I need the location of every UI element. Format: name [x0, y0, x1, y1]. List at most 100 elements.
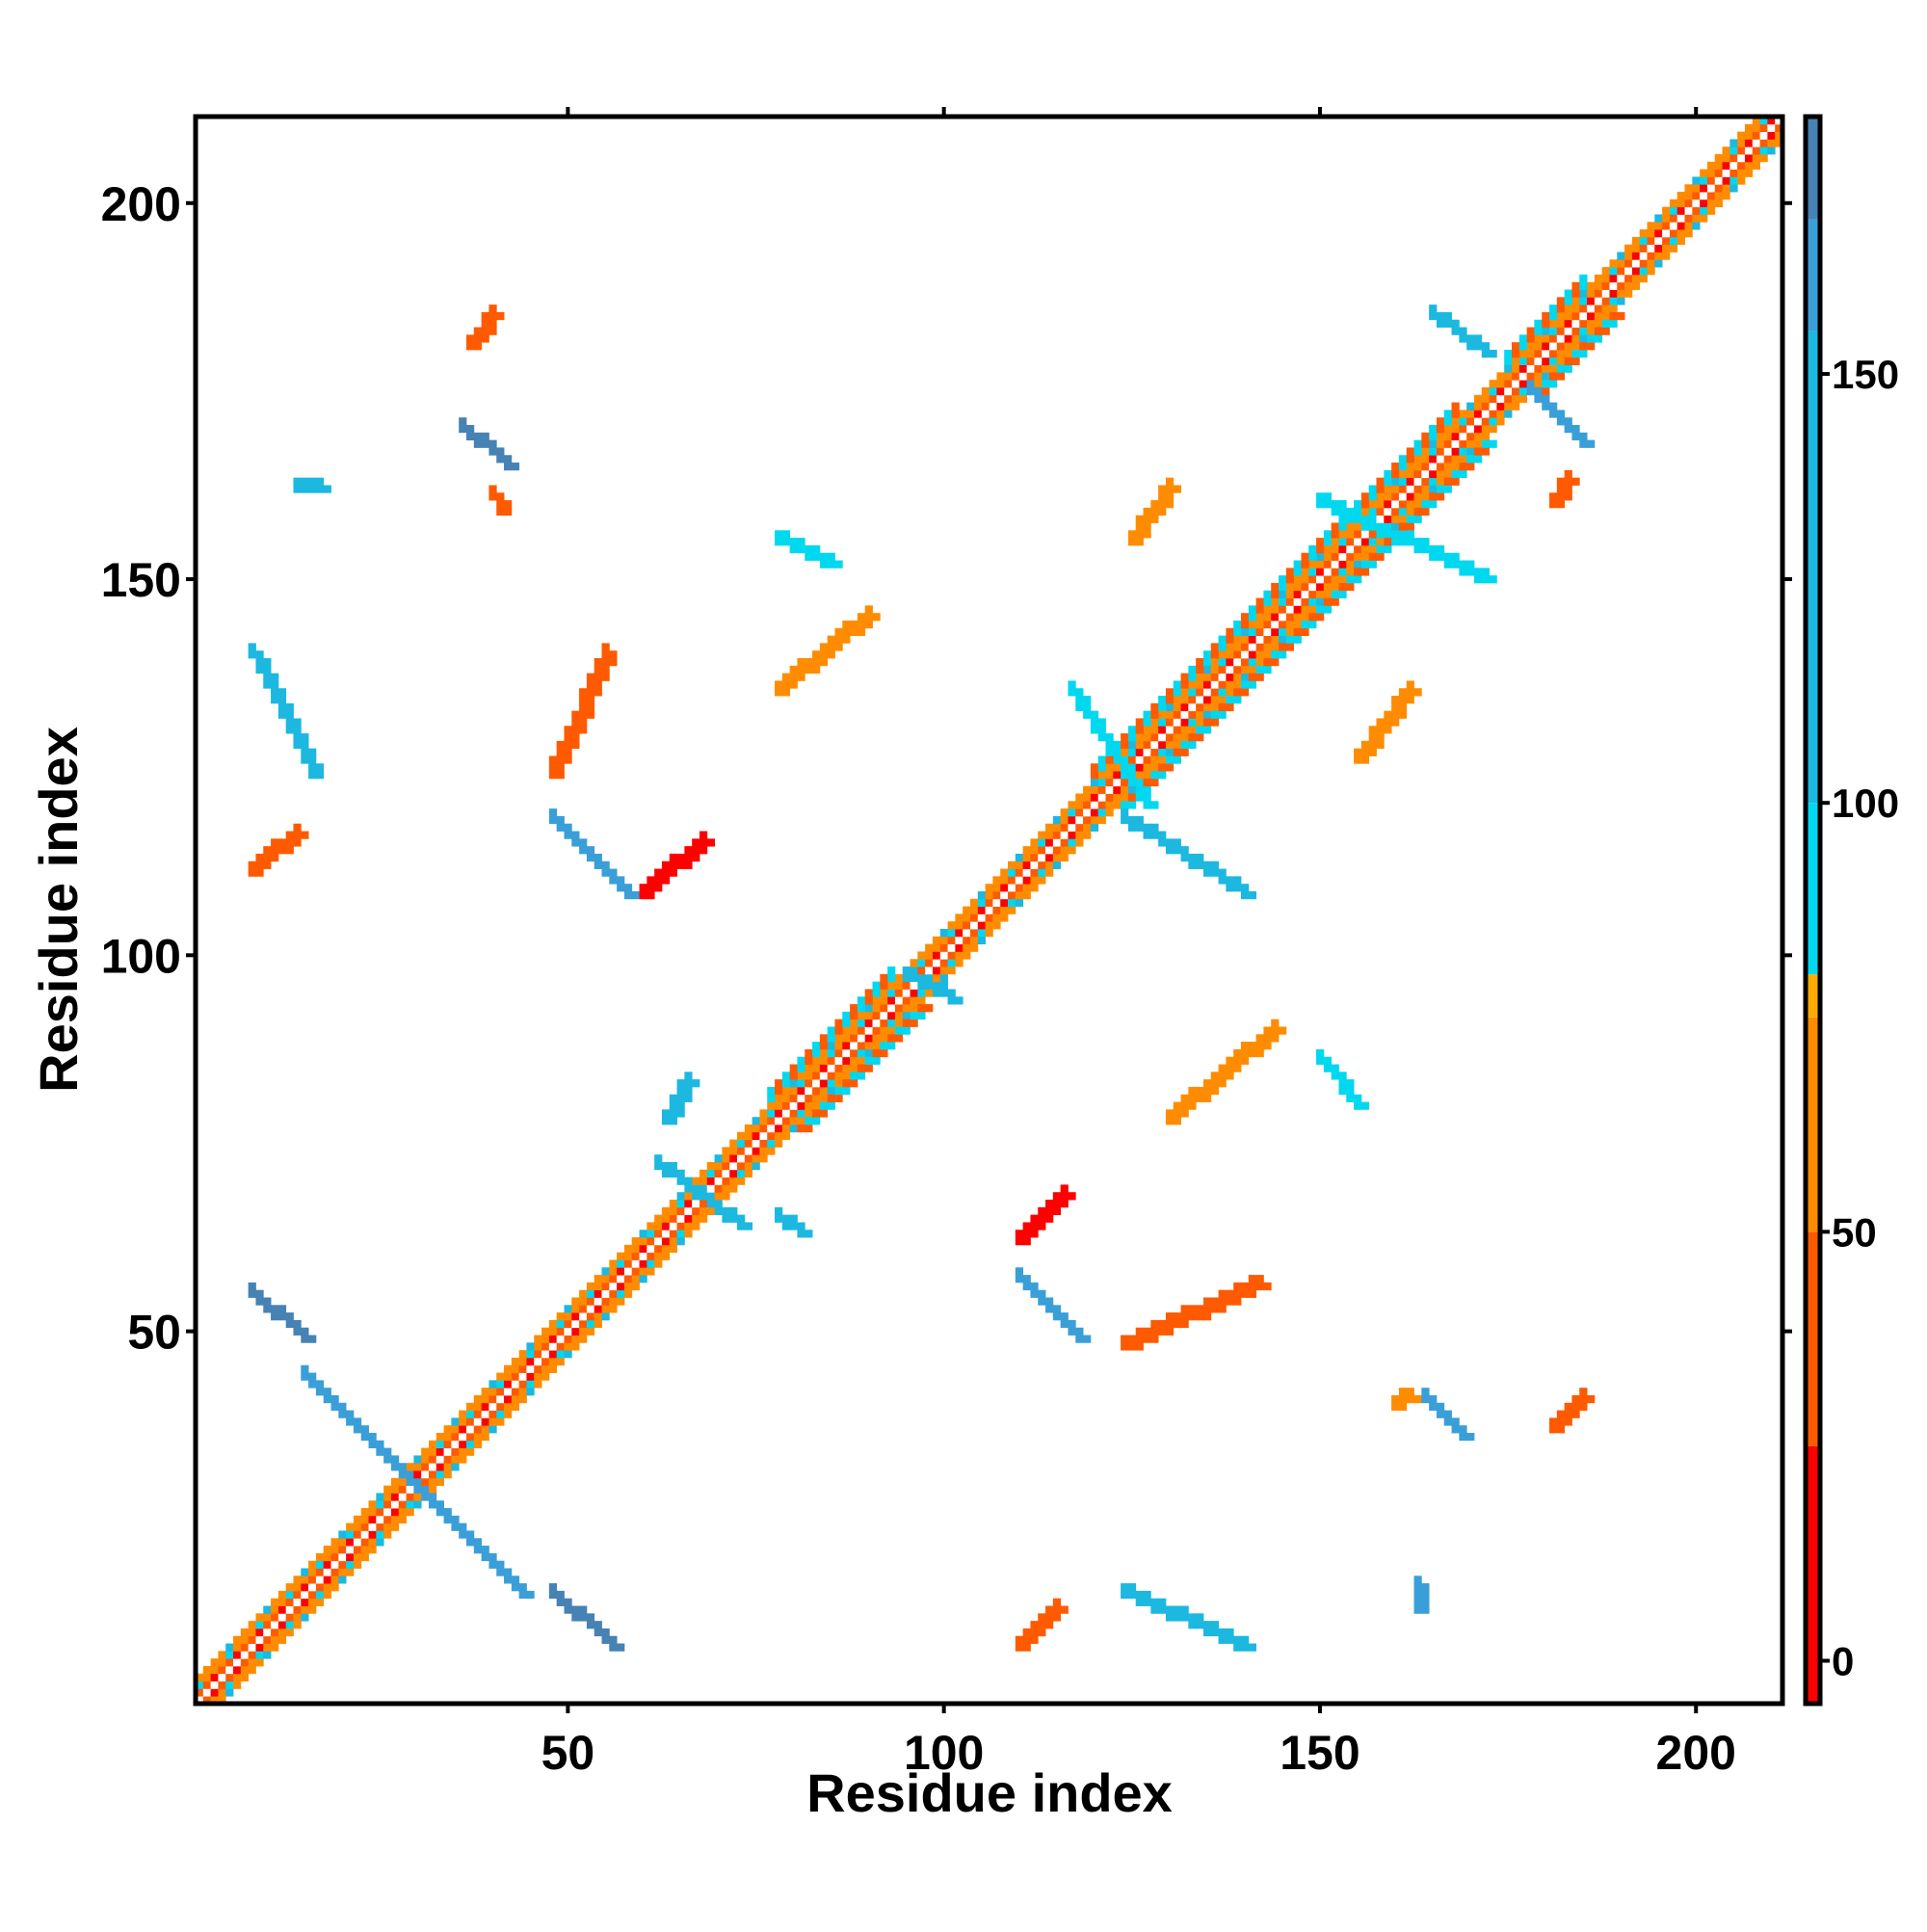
heatmap-cell	[669, 860, 677, 869]
heatmap-cell	[902, 1004, 911, 1013]
heatmap-cell	[1202, 1086, 1212, 1096]
heatmap-cell	[1669, 244, 1678, 252]
heatmap-cell	[1594, 327, 1603, 335]
heatmap-cell	[729, 1161, 738, 1171]
heatmap-cell	[1263, 613, 1272, 622]
heatmap-cell	[233, 1673, 242, 1681]
heatmap-cell	[1360, 515, 1370, 523]
heatmap-cell	[1135, 793, 1144, 802]
heatmap-cell	[293, 726, 302, 734]
heatmap-cell	[368, 1500, 377, 1509]
heatmap-cell	[1489, 394, 1497, 404]
heatmap-cell	[1165, 1109, 1175, 1118]
heatmap-cell	[1639, 251, 1648, 260]
heatmap-cell	[1173, 748, 1181, 756]
heatmap-cell	[459, 1440, 467, 1449]
heatmap-cell	[353, 1515, 362, 1524]
heatmap-cell	[263, 665, 272, 675]
heatmap-cell	[834, 1042, 843, 1050]
heatmap-cell	[775, 688, 783, 697]
heatmap-cell	[676, 1222, 685, 1231]
heatmap-cell	[1542, 402, 1550, 410]
heatmap-cell	[699, 1169, 708, 1178]
heatmap-cell	[1263, 627, 1272, 636]
heatmap-cell	[1188, 688, 1197, 697]
heatmap-cell	[1210, 696, 1219, 704]
heatmap-cell	[932, 943, 941, 952]
heatmap-cell	[623, 884, 633, 892]
heatmap-cell	[1436, 425, 1445, 434]
heatmap-cell	[518, 1394, 527, 1404]
heatmap-cell	[887, 989, 896, 997]
heatmap-cell	[977, 906, 986, 914]
heatmap-cell	[586, 702, 595, 712]
heatmap-cell	[586, 846, 595, 855]
heatmap-cell	[308, 1372, 317, 1381]
heatmap-cell	[864, 1011, 873, 1020]
heatmap-cell	[1323, 544, 1333, 554]
heatmap-cell	[623, 1275, 633, 1284]
heatmap-cell	[504, 507, 513, 516]
heatmap-cell	[1135, 763, 1144, 772]
heatmap-cell	[1038, 1214, 1046, 1223]
heatmap-cell	[917, 981, 926, 990]
heatmap-cell	[240, 1635, 250, 1644]
heatmap-cell	[413, 1500, 422, 1509]
heatmap-cell	[676, 1169, 685, 1178]
heatmap-cell	[443, 1425, 452, 1434]
heatmap-cell	[714, 1169, 723, 1178]
heatmap-cell	[850, 1042, 858, 1050]
heatmap-cell	[518, 1350, 527, 1359]
heatmap-cell	[992, 913, 1001, 922]
heatmap-cell	[518, 1583, 527, 1592]
heatmap-cell	[398, 1508, 407, 1517]
heatmap-cell	[285, 1312, 294, 1321]
heatmap-cell	[202, 1681, 212, 1689]
heatmap-cell	[1127, 785, 1137, 794]
heatmap-cell	[1248, 635, 1257, 644]
heatmap-cell	[293, 485, 302, 493]
heatmap-cell	[759, 1124, 768, 1133]
heatmap-cell	[556, 1312, 565, 1321]
heatmap-cell	[894, 981, 904, 990]
heatmap-cell	[1202, 688, 1212, 697]
heatmap-cell	[880, 1011, 888, 1020]
heatmap-cell	[1165, 740, 1175, 750]
heatmap-cell	[1436, 1402, 1445, 1411]
heatmap-cell	[548, 1364, 558, 1373]
heatmap-cell	[744, 1131, 753, 1140]
heatmap-cell	[293, 1605, 302, 1614]
heatmap-cell	[1443, 477, 1452, 486]
heatmap-cell	[1354, 748, 1362, 756]
heatmap-cell	[917, 1011, 926, 1020]
heatmap-cell	[488, 439, 497, 448]
heatmap-cell	[1346, 1094, 1355, 1102]
heatmap-cell	[1158, 710, 1167, 719]
heatmap-cell	[1466, 410, 1475, 418]
heatmap-cell	[1158, 755, 1167, 764]
heatmap-cell	[1669, 206, 1678, 215]
heatmap-cell	[714, 1154, 723, 1163]
heatmap-cell	[1354, 515, 1362, 523]
heatmap-cell	[714, 1206, 723, 1216]
heatmap-cell	[1587, 342, 1596, 351]
heatmap-cell	[1097, 815, 1106, 825]
heatmap-cell	[654, 1252, 663, 1260]
heatmap-cell	[887, 996, 896, 1005]
heatmap-cell	[1083, 831, 1092, 839]
heatmap-cell	[864, 989, 873, 997]
heatmap-cell	[1647, 251, 1655, 260]
heatmap-cell	[880, 981, 888, 990]
heatmap-cell	[1624, 251, 1633, 260]
heatmap-cell	[225, 1673, 234, 1681]
heatmap-cell	[1413, 1598, 1422, 1606]
heatmap-cell	[1542, 327, 1550, 335]
heatmap-cell	[1226, 635, 1234, 644]
heatmap-cell	[1255, 1282, 1264, 1291]
heatmap-cell	[1158, 718, 1167, 727]
heatmap-cell	[819, 1048, 829, 1058]
heatmap-cell	[1038, 1206, 1046, 1216]
heatmap-cell	[218, 1696, 226, 1705]
heatmap-cell	[1384, 544, 1392, 554]
heatmap-cell	[1233, 1064, 1242, 1072]
